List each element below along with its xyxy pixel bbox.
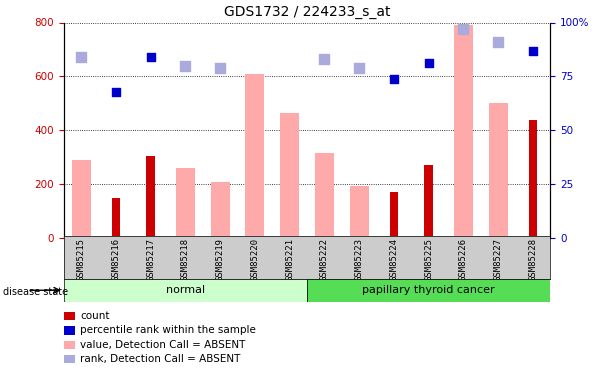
Text: GSM85220: GSM85220 bbox=[250, 238, 260, 281]
Bar bbox=[210, 182, 230, 238]
Text: GSM85215: GSM85215 bbox=[77, 238, 86, 281]
Text: GSM85222: GSM85222 bbox=[320, 238, 329, 281]
Bar bbox=[390, 192, 398, 238]
Point bbox=[354, 65, 364, 71]
Text: count: count bbox=[80, 311, 110, 321]
Text: disease state: disease state bbox=[3, 287, 68, 297]
Bar bbox=[112, 198, 120, 238]
Text: GSM85224: GSM85224 bbox=[389, 238, 398, 281]
Bar bbox=[315, 153, 334, 238]
Bar bbox=[454, 25, 473, 238]
Bar bbox=[64, 279, 307, 302]
Bar bbox=[350, 186, 368, 238]
Text: value, Detection Call = ABSENT: value, Detection Call = ABSENT bbox=[80, 340, 246, 350]
Bar bbox=[72, 160, 91, 238]
Point bbox=[493, 39, 503, 45]
Text: rank, Detection Call = ABSENT: rank, Detection Call = ABSENT bbox=[80, 354, 241, 364]
Point bbox=[77, 54, 86, 60]
Bar bbox=[246, 74, 264, 238]
Point bbox=[146, 54, 156, 60]
Point bbox=[389, 76, 399, 82]
Point bbox=[458, 26, 468, 32]
Point bbox=[111, 88, 121, 94]
Text: GSM85227: GSM85227 bbox=[494, 238, 503, 281]
Text: percentile rank within the sample: percentile rank within the sample bbox=[80, 326, 256, 335]
Point bbox=[215, 65, 225, 71]
Text: GSM85225: GSM85225 bbox=[424, 238, 433, 281]
Text: GSM85228: GSM85228 bbox=[528, 238, 537, 281]
Bar bbox=[528, 120, 537, 238]
Bar bbox=[176, 168, 195, 238]
Text: GSM85218: GSM85218 bbox=[181, 238, 190, 281]
Bar bbox=[489, 104, 508, 238]
Text: GSM85221: GSM85221 bbox=[285, 238, 294, 281]
Text: papillary thyroid cancer: papillary thyroid cancer bbox=[362, 285, 495, 295]
Text: normal: normal bbox=[166, 285, 205, 295]
Point bbox=[181, 63, 190, 69]
Bar bbox=[307, 279, 550, 302]
Title: GDS1732 / 224233_s_at: GDS1732 / 224233_s_at bbox=[224, 5, 390, 19]
Point bbox=[320, 56, 330, 62]
Point bbox=[424, 60, 434, 66]
Bar bbox=[147, 156, 155, 238]
Point bbox=[528, 48, 537, 54]
Bar bbox=[280, 113, 299, 238]
Text: GSM85216: GSM85216 bbox=[111, 238, 120, 281]
Text: GSM85219: GSM85219 bbox=[216, 238, 225, 281]
Text: GSM85217: GSM85217 bbox=[146, 238, 155, 281]
Bar bbox=[424, 165, 433, 238]
Text: GSM85226: GSM85226 bbox=[459, 238, 468, 281]
Text: GSM85223: GSM85223 bbox=[354, 238, 364, 281]
